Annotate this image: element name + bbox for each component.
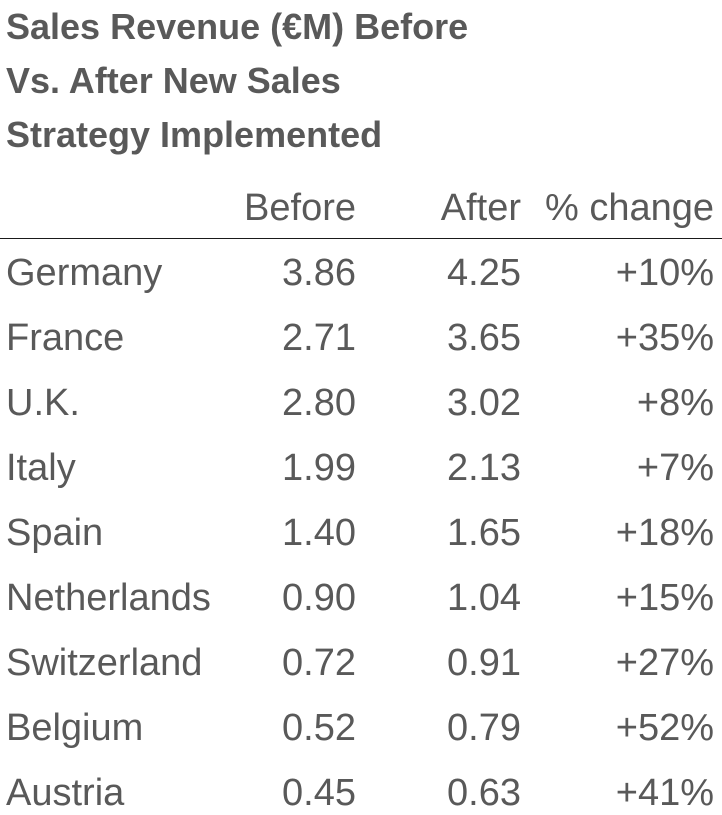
header-rule — [0, 238, 722, 239]
cell-before: 1.99 — [282, 447, 356, 489]
cell-before: 0.90 — [282, 577, 356, 619]
cell-country: Belgium — [6, 707, 144, 749]
chart-title-line-1: Sales Revenue (€M) Before — [6, 6, 469, 47]
cell-after: 0.79 — [447, 707, 521, 749]
cell-change: +41% — [615, 772, 714, 814]
cell-change: +10% — [615, 252, 714, 294]
cell-after: 0.63 — [447, 772, 521, 814]
cell-before: 3.86 — [282, 252, 356, 294]
cell-country: Austria — [6, 772, 125, 814]
column-header-change: % change — [544, 187, 714, 229]
cell-change: +8% — [636, 382, 714, 424]
cell-after: 3.02 — [447, 382, 521, 424]
cell-before: 0.52 — [282, 707, 356, 749]
cell-country: Netherlands — [6, 577, 211, 619]
cell-change: +52% — [615, 707, 714, 749]
cell-change: +7% — [636, 447, 714, 489]
chart-title-line-2: Vs. After New Sales — [6, 60, 341, 101]
cell-country: Switzerland — [6, 642, 203, 684]
cell-country: France — [6, 317, 125, 359]
cell-change: +27% — [615, 642, 714, 684]
cell-change: +15% — [615, 577, 714, 619]
cell-before: 2.80 — [282, 382, 356, 424]
cell-before: 0.72 — [282, 642, 356, 684]
cell-before: 2.71 — [282, 317, 356, 359]
chart-title: Sales Revenue (€M) Before Vs. After New … — [6, 0, 606, 162]
cell-before: 0.45 — [282, 772, 356, 814]
cell-country: Spain — [6, 512, 104, 554]
chart-title-line-3: Strategy Implemented — [6, 114, 383, 155]
cell-country: Germany — [6, 252, 163, 294]
cell-country: U.K. — [6, 382, 80, 424]
cell-after: 0.91 — [447, 642, 521, 684]
cell-change: +35% — [615, 317, 714, 359]
cell-before: 1.40 — [282, 512, 356, 554]
cell-country: Italy — [6, 447, 76, 489]
cell-after: 1.04 — [447, 577, 521, 619]
cell-after: 3.65 — [447, 317, 521, 359]
cell-change: +18% — [615, 512, 714, 554]
column-header-before: Before — [244, 187, 356, 229]
cell-after: 2.13 — [447, 447, 521, 489]
column-header-after: After — [440, 187, 521, 229]
cell-after: 4.25 — [447, 252, 521, 294]
cell-after: 1.65 — [447, 512, 521, 554]
